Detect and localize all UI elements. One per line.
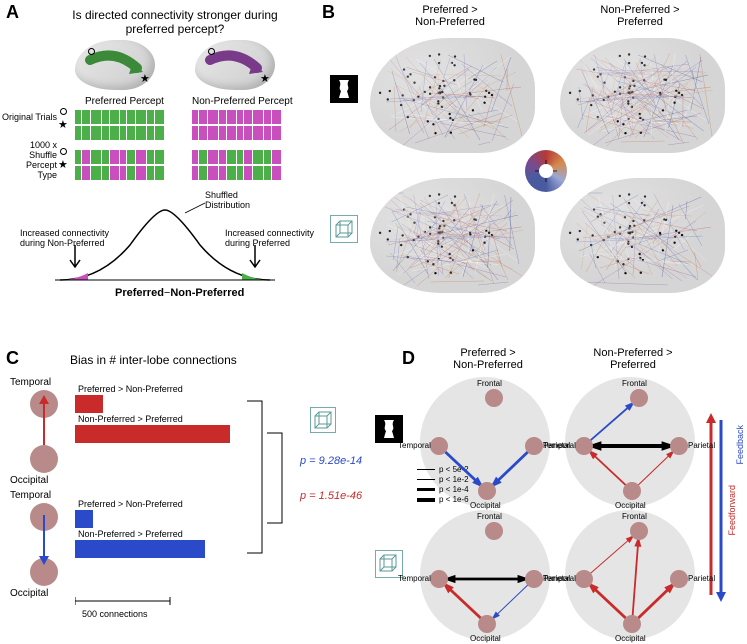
right-tail-label: Increased connectivity during Preferred (225, 228, 315, 248)
colorwheel-legend (525, 150, 567, 192)
lobe-label: Frontal (477, 512, 502, 521)
lobe-label: Frontal (622, 512, 647, 521)
lobe-label: Parietal (688, 441, 715, 450)
lobe-node (630, 522, 648, 540)
trial-row (192, 126, 281, 140)
star-row1: ★ (58, 118, 68, 131)
lobe-node (525, 437, 543, 455)
temporal-label-2: Temporal (10, 490, 51, 501)
trial-row (75, 110, 164, 124)
trial-row (75, 150, 164, 164)
lobe-node (670, 437, 688, 455)
lobe-label: Temporal (398, 441, 431, 450)
paneld-header-right: Non-Preferred > Preferred (573, 347, 693, 371)
cube-icon-c (310, 407, 336, 433)
bar-label: Preferred > Non-Preferred (78, 499, 183, 509)
panelc-title: Bias in # inter-lobe connections (70, 353, 237, 367)
brain-b4 (560, 178, 725, 293)
lobe-node (623, 615, 641, 633)
fb-arrow-1 (30, 503, 58, 588)
ff-arrow-1 (30, 390, 58, 475)
lobe-node (525, 570, 543, 588)
lobe-node (485, 522, 503, 540)
star-row2: ★ (58, 158, 68, 171)
lobe-label: Occipital (470, 634, 501, 643)
lobe-label: Occipital (615, 501, 646, 510)
circle-row2 (60, 148, 67, 155)
lobe-node (478, 482, 496, 500)
bar (75, 540, 205, 558)
lobe-node (430, 570, 448, 588)
nonpreferred-label: Non-Preferred Percept (192, 96, 293, 107)
temporal-label-1: Temporal (10, 377, 51, 388)
xaxis-right: Non-Preferred (170, 287, 244, 299)
lobe-node (575, 437, 593, 455)
lobe-node (478, 615, 496, 633)
lobe-node (430, 437, 448, 455)
bar-label: Non-Preferred > Preferred (78, 414, 183, 424)
brain-b3 (370, 178, 535, 293)
bar-label: Non-Preferred > Preferred (78, 529, 183, 539)
trial-row (75, 166, 164, 180)
bar (75, 510, 93, 528)
brain-b1 (370, 38, 535, 153)
paneld-header-left: Preferred > Non-Preferred (433, 347, 543, 371)
bar (75, 395, 103, 413)
cube-icon (330, 215, 358, 243)
trial-row (192, 110, 281, 124)
lobe-label: Frontal (477, 379, 502, 388)
panel-a: Is directed connectivity stronger during… (0, 0, 310, 340)
star-symbol-a2: ★ (260, 72, 270, 85)
trial-row (75, 126, 164, 140)
fb-label: Feedback (735, 425, 745, 465)
lobe-label: Frontal (622, 379, 647, 388)
panelb-header-right: Non-Preferred > Preferred (580, 4, 700, 28)
panel-b: Preferred > Non-Preferred Non-Preferred … (320, 0, 747, 320)
brackets (242, 393, 302, 563)
lobe-node (670, 570, 688, 588)
shuffle-label: 1000 x Shuffle Percept Type (2, 140, 57, 180)
occipital-label-1: Occipital (10, 475, 48, 486)
bar (75, 425, 230, 443)
circle-row1 (60, 108, 67, 115)
ff-label: Feedforward (727, 485, 737, 536)
lobe-label: Parietal (688, 574, 715, 583)
p-blue: p = 9.28e-14 (300, 455, 362, 467)
bar-label: Preferred > Non-Preferred (78, 384, 183, 394)
shuffled-dist-label: Shuffled Distribution (205, 190, 250, 210)
xaxis: Preferred−Non-Preferred (115, 287, 244, 299)
left-tail-label: Increased connectivity during Non-Prefer… (20, 228, 110, 248)
trial-row (192, 150, 281, 164)
p-red: p = 1.51e-46 (300, 490, 362, 502)
panel-a-title: Is directed connectivity stronger during… (50, 8, 300, 36)
lobe-label: Temporal (543, 441, 576, 450)
brain-b2 (560, 38, 725, 153)
star-symbol-a1: ★ (140, 72, 150, 85)
circle-symbol-a1 (88, 48, 95, 55)
face-vase-icon-d (375, 415, 403, 443)
preferred-label: Preferred Percept (85, 96, 164, 107)
lobe-label: Temporal (398, 574, 431, 583)
lobe-label: Occipital (615, 634, 646, 643)
xaxis-left: Preferred (115, 287, 164, 299)
lobe-node (485, 389, 503, 407)
original-trials-label: Original Trials (2, 112, 57, 122)
lobe-node (630, 389, 648, 407)
circle-symbol-a2 (208, 48, 215, 55)
lobe-node (623, 482, 641, 500)
panelb-header-left: Preferred > Non-Preferred (390, 4, 510, 28)
face-vase-icon (330, 75, 358, 103)
lobe-label: Occipital (470, 501, 501, 510)
panel-c: Bias in # inter-lobe connections Tempora… (0, 345, 400, 640)
lobe-label: Temporal (543, 574, 576, 583)
lobe-node (575, 570, 593, 588)
scale-label: 500 connections (82, 609, 148, 619)
trial-row (192, 166, 281, 180)
panel-d: Preferred > Non-Preferred Non-Preferred … (405, 345, 747, 640)
occipital-label-2: Occipital (10, 588, 48, 599)
